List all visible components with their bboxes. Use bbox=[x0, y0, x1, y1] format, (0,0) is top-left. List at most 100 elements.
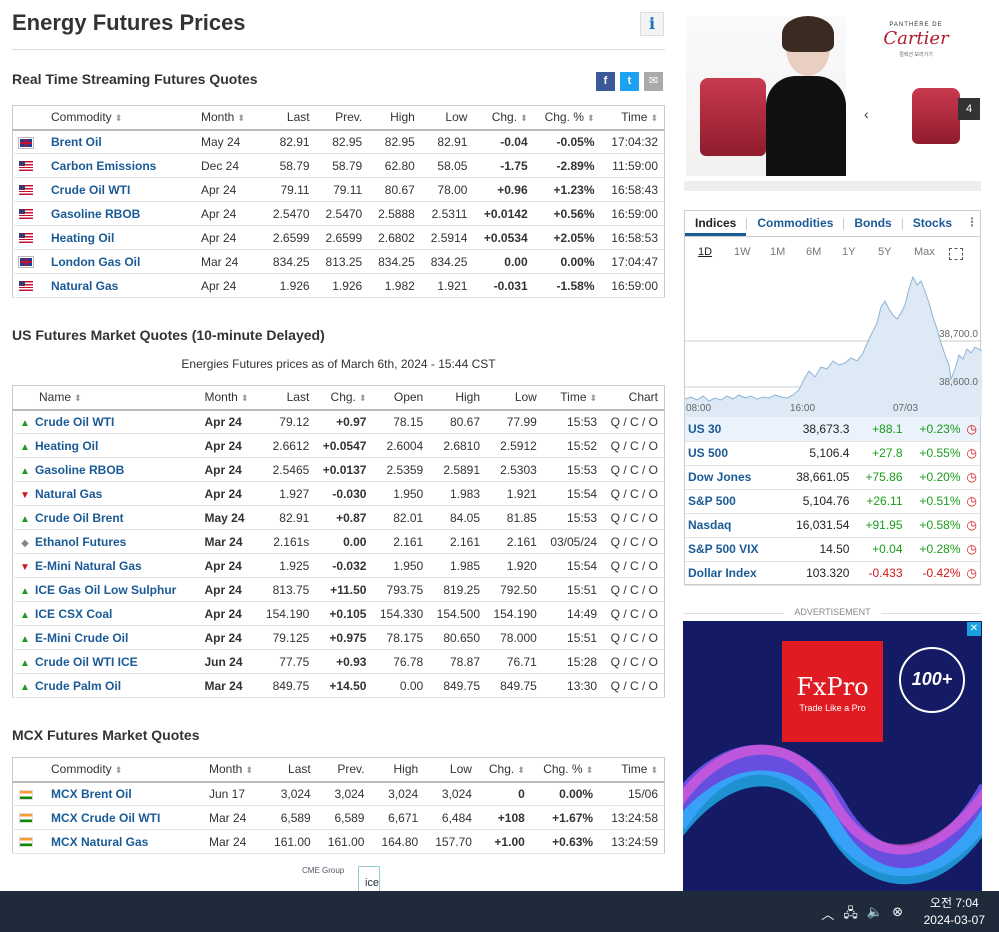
twitter-share-icon[interactable]: t bbox=[620, 72, 639, 91]
index-row[interactable]: S&P 500 5,104.76 +26.11 +0.51% ◷ bbox=[685, 489, 980, 514]
tab-commodities[interactable]: Commodities bbox=[757, 216, 834, 230]
fxpro-ad[interactable]: FxPro Trade Like a Pro 100+ ✕ bbox=[683, 621, 982, 891]
chart-links[interactable]: Q / C / O bbox=[603, 625, 665, 650]
col-header-prev[interactable]: Prev. bbox=[315, 105, 369, 131]
col-header-time[interactable]: Time ⬍ bbox=[600, 105, 665, 131]
range-6m[interactable]: 6M bbox=[806, 246, 822, 258]
chart-links[interactable]: Q / C / O bbox=[603, 457, 665, 482]
chart-links[interactable]: Q / C / O bbox=[603, 505, 665, 530]
col-header-low[interactable]: Low bbox=[424, 757, 478, 783]
index-name-link[interactable]: Nasdaq bbox=[685, 513, 780, 538]
commodity-link[interactable]: E-Mini Natural Gas bbox=[35, 558, 142, 573]
tab-indices[interactable]: Indices bbox=[685, 211, 747, 236]
commodity-link[interactable]: Carbon Emissions bbox=[45, 153, 195, 178]
commodity-link[interactable]: Gasoline RBOB bbox=[45, 201, 195, 226]
col-header-prev[interactable]: Prev. bbox=[316, 757, 371, 783]
col-header-high[interactable]: High bbox=[429, 385, 487, 411]
range-1y[interactable]: 1Y bbox=[842, 246, 856, 258]
col-header-last[interactable]: Last bbox=[263, 105, 316, 131]
chevron-up-icon[interactable]: ︿ bbox=[821, 907, 835, 922]
commodity-link[interactable]: Heating Oil bbox=[45, 225, 195, 250]
tab-stocks[interactable]: Stocks bbox=[912, 216, 953, 230]
range-1d[interactable]: 1D bbox=[698, 246, 713, 258]
index-name-link[interactable]: Dollar Index bbox=[685, 561, 780, 586]
commodity-link[interactable]: ICE Gas Oil Low Sulphur bbox=[35, 582, 177, 597]
chart-links[interactable]: Q / C / O bbox=[603, 409, 665, 434]
col-header-name[interactable]: Name ⬍ bbox=[12, 385, 199, 411]
chart-links[interactable]: Q / C / O bbox=[603, 649, 665, 674]
index-row[interactable]: S&P 500 VIX 14.50 +0.04 +0.28% ◷ bbox=[685, 537, 980, 562]
commodity-link[interactable]: Brent Oil bbox=[45, 129, 195, 154]
commodity-link[interactable]: Crude Oil WTI bbox=[45, 177, 195, 202]
commodity-link[interactable]: Natural Gas bbox=[35, 486, 103, 501]
more-options-icon[interactable]: ⋮ bbox=[966, 215, 978, 229]
col-header-time[interactable]: Time ⬍ bbox=[542, 385, 604, 411]
carousel-prev-icon[interactable]: ‹ bbox=[864, 106, 869, 122]
commodity-link[interactable]: Crude Oil Brent bbox=[35, 510, 124, 525]
col-header-month[interactable]: Month ⬍ bbox=[203, 757, 263, 783]
commodity-link[interactable]: Natural Gas bbox=[45, 273, 195, 298]
commodity-link[interactable]: MCX Natural Gas bbox=[45, 829, 203, 854]
index-row[interactable]: Nasdaq 16,031.54 +91.95 +0.58% ◷ bbox=[685, 513, 980, 538]
col-header-low[interactable]: Low bbox=[420, 105, 474, 131]
index-row[interactable]: Dollar Index 103.320 -0.433 -0.42% ◷ bbox=[685, 561, 980, 586]
col-header-chg[interactable]: Chg. ⬍ bbox=[477, 757, 531, 783]
col-header-time[interactable]: Time ⬍ bbox=[599, 757, 665, 783]
commodity-link[interactable]: Crude Palm Oil bbox=[35, 678, 122, 693]
index-row[interactable]: US 30 38,673.3 +88.1 +0.23% ◷ bbox=[685, 417, 980, 442]
index-name-link[interactable]: Dow Jones bbox=[685, 465, 780, 490]
facebook-share-icon[interactable]: f bbox=[596, 72, 615, 91]
col-header-chg[interactable]: Chg. ⬍ bbox=[315, 385, 373, 411]
col-header-high[interactable]: High bbox=[368, 105, 421, 131]
commodity-link[interactable]: MCX Crude Oil WTI bbox=[45, 805, 203, 830]
ad-close-icon[interactable]: ✕ bbox=[967, 622, 981, 636]
taskbar-clock[interactable]: 오전 7:04 2024-03-07 bbox=[924, 895, 985, 929]
info-icon[interactable]: i bbox=[640, 12, 664, 36]
chart-links[interactable]: Q / C / O bbox=[603, 481, 665, 506]
cartier-ad[interactable]: PANTHÈRE DE Cartier 컬렉션 보러가기 ‹ 4 bbox=[684, 16, 981, 179]
commodity-link[interactable]: Heating Oil bbox=[35, 438, 99, 453]
index-name-link[interactable]: S&P 500 VIX bbox=[685, 537, 780, 562]
col-header-low[interactable]: Low bbox=[486, 385, 543, 411]
commodity-link[interactable]: Gasoline RBOB bbox=[35, 462, 125, 477]
chart-links[interactable]: Q / C / O bbox=[603, 673, 665, 698]
commodity-link[interactable]: Crude Oil WTI ICE bbox=[35, 654, 138, 669]
index-name-link[interactable]: US 30 bbox=[685, 417, 780, 442]
commodity-link[interactable]: Ethanol Futures bbox=[35, 534, 127, 549]
commodity-link[interactable]: ICE CSX Coal bbox=[35, 606, 113, 621]
range-1w[interactable]: 1W bbox=[734, 246, 751, 258]
chart-links[interactable]: Q / C / O bbox=[603, 529, 665, 554]
close-circle-icon[interactable]: ⊗ bbox=[892, 904, 903, 919]
range-5y[interactable]: 5Y bbox=[878, 246, 892, 258]
index-name-link[interactable]: S&P 500 bbox=[685, 489, 780, 514]
index-name-link[interactable]: US 500 bbox=[685, 441, 780, 466]
col-header-chg[interactable]: Chg. ⬍ bbox=[473, 105, 534, 131]
index-row[interactable]: US 500 5,106.4 +27.8 +0.55% ◷ bbox=[685, 441, 980, 466]
commodity-link[interactable]: E-Mini Crude Oil bbox=[35, 630, 129, 645]
col-header-chgpct[interactable]: Chg. % ⬍ bbox=[530, 757, 600, 783]
col-header-chgpct[interactable]: Chg. % ⬍ bbox=[533, 105, 601, 131]
col-header-last[interactable]: Last bbox=[258, 385, 316, 411]
commodity-link[interactable]: Crude Oil WTI bbox=[35, 414, 115, 429]
commodity-link[interactable]: MCX Brent Oil bbox=[45, 781, 203, 806]
index-chart[interactable]: 38,700.0 38,600.0 08:00 16:00 07/03 bbox=[684, 269, 983, 417]
fullscreen-icon[interactable] bbox=[949, 248, 963, 260]
col-header-commodity[interactable]: Commodity ⬍ bbox=[45, 105, 195, 131]
chart-links[interactable]: Q / C / O bbox=[603, 433, 665, 458]
col-header-month[interactable]: Month ⬍ bbox=[195, 105, 263, 131]
commodity-link[interactable]: London Gas Oil bbox=[45, 249, 195, 274]
chart-links[interactable]: Q / C / O bbox=[603, 577, 665, 602]
index-row[interactable]: Dow Jones 38,661.05 +75.86 +0.20% ◷ bbox=[685, 465, 980, 490]
chart-links[interactable]: Q / C / O bbox=[603, 601, 665, 626]
col-header-last[interactable]: Last bbox=[263, 757, 317, 783]
chart-links[interactable]: Q / C / O bbox=[603, 553, 665, 578]
volume-icon[interactable]: 🔈 bbox=[866, 904, 884, 919]
range-max[interactable]: Max bbox=[914, 246, 935, 258]
email-share-icon[interactable]: ✉ bbox=[644, 72, 663, 91]
network-icon[interactable]: 🖧 bbox=[843, 905, 858, 920]
tab-bonds[interactable]: Bonds bbox=[854, 216, 892, 230]
col-header-commodity[interactable]: Commodity ⬍ bbox=[45, 757, 203, 783]
range-1m[interactable]: 1M bbox=[770, 246, 786, 258]
col-header-high[interactable]: High bbox=[370, 757, 425, 783]
col-header-open[interactable]: Open bbox=[372, 385, 430, 411]
